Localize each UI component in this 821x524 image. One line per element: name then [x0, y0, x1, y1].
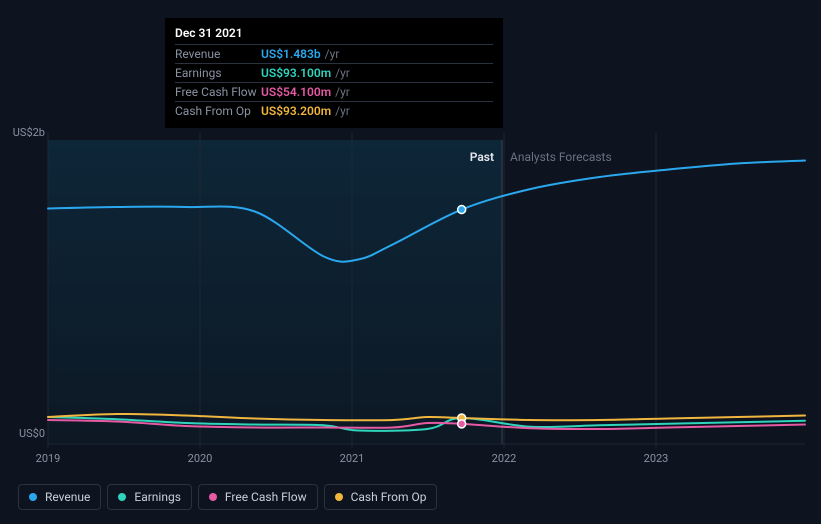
tooltip-row-earnings: Earnings US$93.100m /yr [175, 63, 493, 82]
legend-label: Cash From Op [351, 490, 427, 504]
tooltip-suffix: /yr [325, 47, 340, 61]
chart-legend: Revenue Earnings Free Cash Flow Cash Fro… [18, 484, 437, 510]
financial-chart: Dec 31 2021 Revenue US$1.483b /yr Earnin… [0, 0, 821, 524]
legend-dot-icon [335, 493, 343, 501]
tooltip-value: US$54.100m [261, 85, 331, 99]
section-label-forecast: Analysts Forecasts [510, 150, 612, 164]
tooltip-suffix: /yr [335, 104, 350, 118]
legend-label: Earnings [134, 490, 181, 504]
legend-label: Revenue [45, 490, 90, 504]
tooltip-value: US$1.483b [261, 47, 321, 61]
tooltip-label: Revenue [175, 47, 261, 61]
legend-item-revenue[interactable]: Revenue [18, 484, 101, 510]
x-tick-2021: 2021 [340, 452, 365, 465]
tooltip-row-cfo: Cash From Op US$93.200m /yr [175, 101, 493, 120]
y-tick-bottom: US$0 [5, 427, 45, 440]
legend-dot-icon [29, 493, 37, 501]
tooltip-label: Earnings [175, 66, 261, 80]
x-tick-2022: 2022 [492, 452, 517, 465]
legend-dot-icon [209, 493, 217, 501]
x-tick-2020: 2020 [188, 452, 213, 465]
x-tick-2019: 2019 [36, 452, 61, 465]
legend-item-cfo[interactable]: Cash From Op [324, 484, 438, 510]
tooltip-row-fcf: Free Cash Flow US$54.100m /yr [175, 82, 493, 101]
tooltip-value: US$93.200m [261, 104, 331, 118]
tooltip-label: Free Cash Flow [175, 85, 261, 99]
tooltip-value: US$93.100m [261, 66, 331, 80]
tooltip-label: Cash From Op [175, 104, 261, 118]
hover-tooltip: Dec 31 2021 Revenue US$1.483b /yr Earnin… [165, 18, 503, 128]
tooltip-row-revenue: Revenue US$1.483b /yr [175, 44, 493, 63]
legend-label: Free Cash Flow [225, 490, 307, 504]
legend-item-earnings[interactable]: Earnings [107, 484, 192, 510]
tooltip-suffix: /yr [335, 66, 350, 80]
tooltip-date: Dec 31 2021 [175, 26, 493, 40]
legend-dot-icon [118, 493, 126, 501]
x-tick-2023: 2023 [644, 452, 669, 465]
y-tick-top: US$2b [5, 126, 45, 139]
tooltip-suffix: /yr [335, 85, 350, 99]
section-label-past: Past [470, 150, 494, 164]
legend-item-fcf[interactable]: Free Cash Flow [198, 484, 318, 510]
